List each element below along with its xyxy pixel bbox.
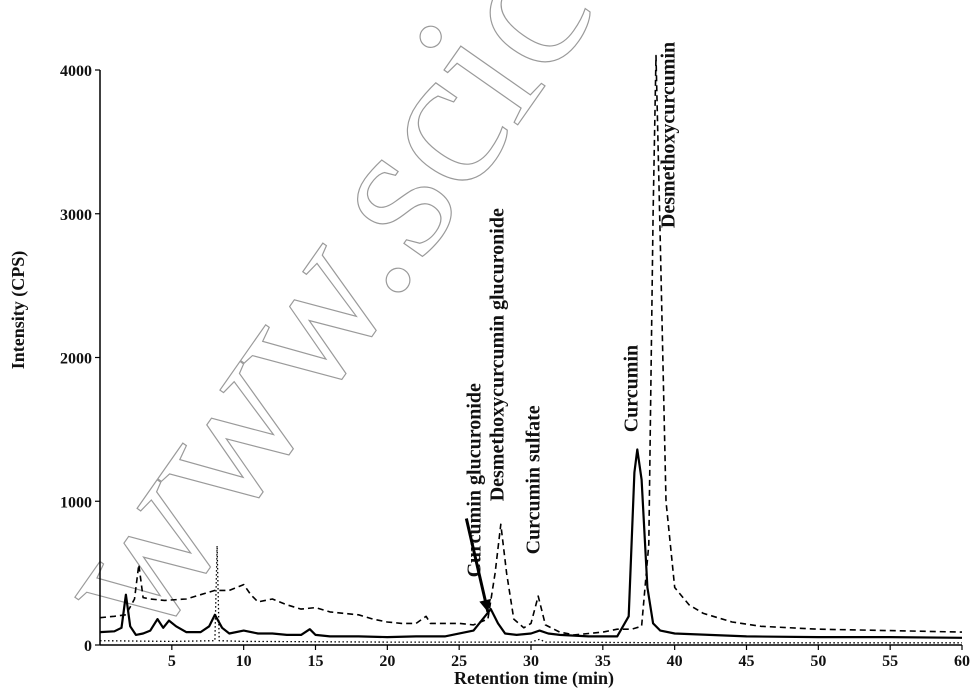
x-tick-label: 40 (667, 653, 683, 670)
x-tick-label: 10 (236, 653, 252, 670)
x-tick-label: 25 (451, 653, 467, 670)
peak-annotation: Desmethoxycurcumin glucuronide (487, 208, 509, 501)
x-tick-label: 45 (739, 653, 755, 670)
y-axis-title: Intensity (CPS) (8, 251, 29, 370)
series-line-solid (99, 448, 963, 639)
x-tick-label: 35 (595, 653, 611, 670)
y-ticks: 0 1000 2000 3000 4000 (60, 63, 100, 655)
x-axis-title: Retention time (min) (454, 668, 614, 689)
y-tick-label: 3000 (60, 207, 92, 224)
annotation-arrow-line (464, 518, 490, 613)
x-ticks: 5 10 15 20 25 30 35 40 45 50 55 60 (168, 645, 970, 670)
peak-annotation: Desmethoxycurcumin (658, 42, 680, 228)
annotations: Curcumin glucuronide Desmethoxycurcumin g… (464, 42, 680, 613)
peak-annotation: Curcumin sulfate (523, 405, 545, 554)
x-tick-label: 5 (168, 653, 176, 670)
x-tick-label: 15 (308, 653, 324, 670)
x-tick-label: 55 (882, 653, 898, 670)
series-line-dotted (99, 545, 962, 644)
peak-annotation: Curcumin (620, 345, 642, 432)
y-tick-label: 1000 (60, 494, 92, 511)
x-tick-label: 30 (523, 653, 539, 670)
y-tick-label: 2000 (60, 351, 92, 368)
series-group (99, 54, 963, 644)
x-tick-label: 20 (379, 653, 395, 670)
annotation-arrow-head (479, 598, 492, 612)
x-tick-label: 60 (954, 653, 970, 670)
y-tick-label: 4000 (60, 63, 92, 80)
x-tick-label: 50 (810, 653, 826, 670)
y-tick-label: 0 (84, 638, 92, 655)
series-line-dashed (99, 54, 963, 636)
